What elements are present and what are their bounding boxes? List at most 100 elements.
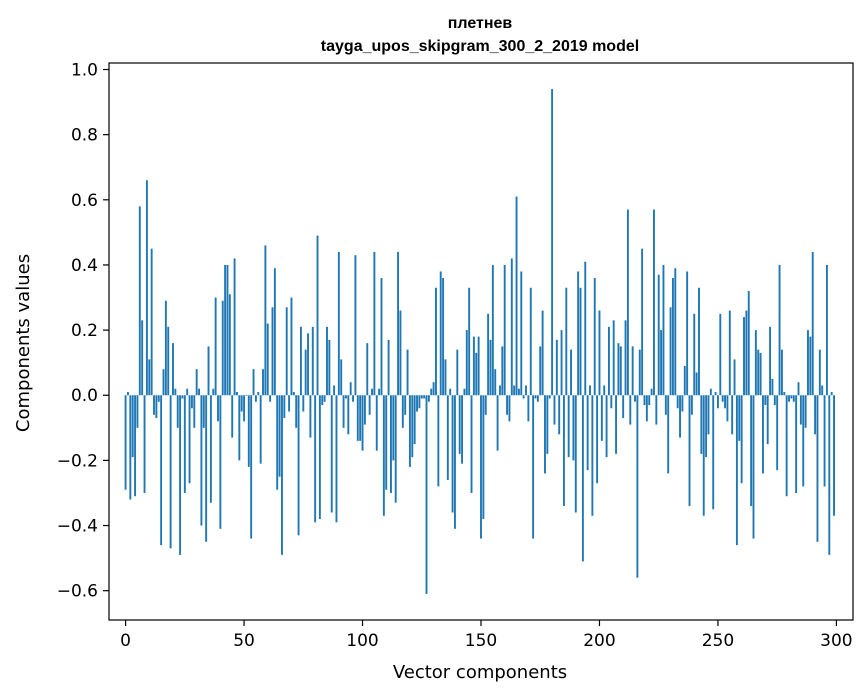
bar [610,395,613,409]
bar [539,346,542,396]
bar [226,264,229,396]
bar [754,330,757,396]
x-tick-label: 300 [820,631,852,651]
plot-frame [108,62,854,621]
x-tick-label: 150 [465,631,497,651]
bars-group [124,89,835,594]
bar [124,395,127,490]
bar [690,395,693,415]
bar [726,395,729,422]
bar [292,391,295,396]
bar [143,395,146,493]
bar [129,395,132,500]
bar [600,395,603,441]
bar [795,395,798,493]
bar [506,395,509,415]
bar [631,346,634,396]
bar [217,395,219,422]
y-tick-label: 1.0 [71,61,98,81]
bar [579,287,582,396]
bar [797,382,800,396]
bar [653,209,655,396]
bar [676,395,679,409]
bar [605,395,608,458]
bar [347,395,350,435]
bar [186,388,189,396]
bar [418,395,421,409]
bar [503,264,506,396]
bar [342,395,345,428]
bar [472,336,475,396]
bar [657,274,660,396]
bar [728,310,731,396]
bar [667,395,670,474]
bar [164,300,167,396]
bar [221,300,224,396]
bar [679,395,681,438]
bar [499,385,501,396]
bar [752,395,755,539]
bar [745,310,748,396]
bar [127,391,129,396]
bar [190,395,193,409]
bar [612,320,615,396]
bar [816,395,819,542]
bar [373,251,376,396]
bar [525,385,527,396]
bar [323,395,326,402]
bar [176,395,179,428]
bar [783,391,786,396]
bar [425,395,428,594]
bar [131,395,134,458]
bar [634,395,636,402]
bar [536,395,539,402]
bar [266,323,269,396]
bar [712,395,715,510]
bar [596,395,599,484]
bar [281,395,283,555]
bar [501,346,504,396]
y-tick-label: 0.6 [71,191,98,211]
bar [228,294,231,396]
bar [416,395,418,412]
bar [489,339,492,396]
bar [423,395,426,399]
bar [148,359,151,396]
y-tick-label: −0.4 [57,517,98,537]
bar [169,395,172,549]
bar [453,395,456,529]
bar [581,395,584,562]
y-axis-ticks: −0.6 −0.4 −0.2 0.0 0.2 0.4 0.6 0.8 1.0 [57,61,109,602]
bar [470,395,473,493]
bar [183,395,186,493]
bar [247,395,250,467]
bar [250,395,253,539]
bar [465,330,468,396]
bar [352,395,354,402]
bar [314,395,317,523]
bar [311,326,314,396]
bar [700,395,703,454]
bar [615,395,618,454]
bar [821,385,824,396]
bar [494,369,497,396]
chart-title-group: плетнев tayga_upos_skipgram_300_2_2019 m… [321,15,639,55]
bar [359,395,362,441]
bar [515,196,518,396]
bar [252,369,255,396]
bar [586,395,589,471]
bar [361,395,364,451]
bar [231,395,234,438]
bar [707,395,710,435]
bar [584,261,587,396]
bar [660,330,663,396]
bar [830,391,833,396]
bar [344,395,347,399]
bar [155,395,158,419]
bar [202,395,205,428]
bar [731,395,734,435]
x-tick-label: 250 [702,631,734,651]
bar [686,271,689,396]
bar [769,326,772,396]
chart-subtitle: tayga_upos_skipgram_300_2_2019 model [321,38,639,55]
